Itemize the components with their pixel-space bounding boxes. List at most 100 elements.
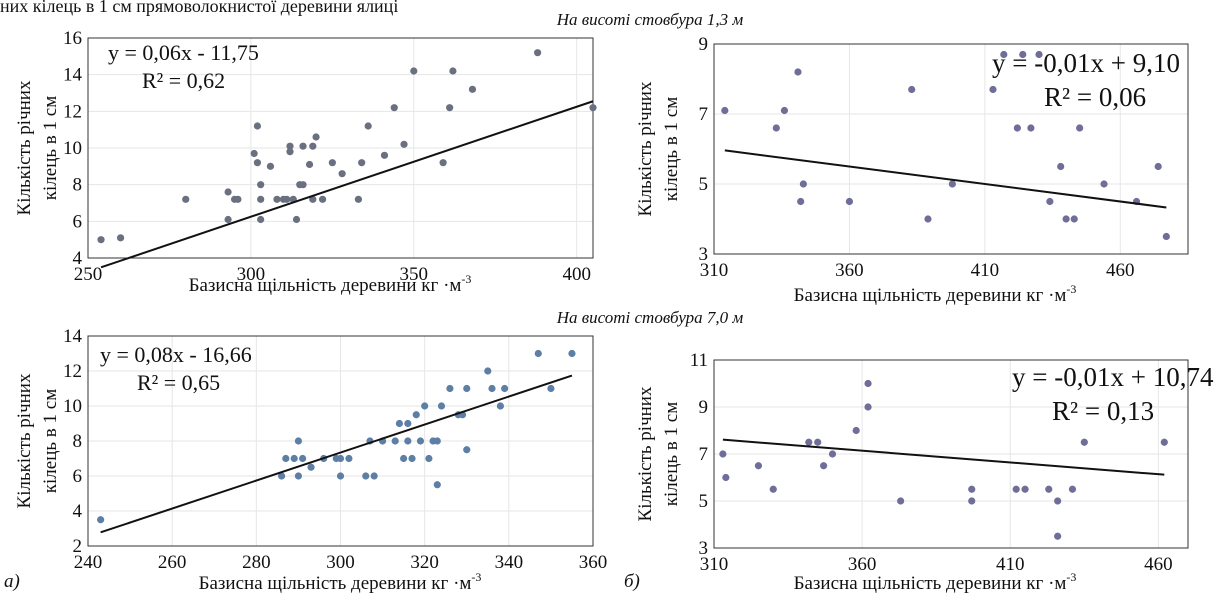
data-point <box>446 384 454 393</box>
data-point <box>336 454 345 463</box>
data-point <box>534 49 542 57</box>
data-point <box>273 195 281 203</box>
x-axis-label: Базисна щільність деревини кг ·м-3 <box>199 570 482 594</box>
data-point <box>463 384 471 393</box>
data-point <box>1000 50 1008 59</box>
data-point <box>257 195 265 203</box>
x-tick-label: 310 <box>700 554 729 575</box>
data-point <box>309 195 317 203</box>
data-point <box>468 85 477 93</box>
y-tick-label: 11 <box>690 350 708 371</box>
data-point <box>309 142 317 150</box>
data-point <box>294 472 303 480</box>
data-point <box>488 384 496 393</box>
top-caption-fragment: них кілець в 1 см прямоволокнистої дерев… <box>0 0 398 16</box>
data-point <box>299 181 307 189</box>
data-point <box>496 402 505 410</box>
data-point <box>283 195 291 203</box>
data-point <box>305 160 314 169</box>
data-point <box>362 472 370 480</box>
data-point <box>286 148 294 156</box>
x-tick-label: 360 <box>835 260 864 281</box>
data-point <box>501 384 509 393</box>
data-point <box>338 170 346 178</box>
x-tick-label: 250 <box>74 264 103 285</box>
data-point <box>805 438 813 446</box>
y-tick-label: 8 <box>73 175 83 196</box>
data-point <box>312 133 320 141</box>
data-point <box>425 454 433 463</box>
data-point <box>257 215 265 224</box>
data-point <box>282 454 290 463</box>
data-point <box>924 215 932 223</box>
x-tick-label: 350 <box>400 264 429 285</box>
data-point <box>1021 485 1029 493</box>
data-point <box>1080 438 1088 446</box>
data-point <box>1012 485 1020 493</box>
x-tick-label: 280 <box>242 552 271 573</box>
chart-panel-2: 310 360 410 460 3 5 7 9 y = -0,01x + 9,10 R² = 0,… <box>635 34 1189 306</box>
r-squared-label: R² = 0,65 <box>137 370 220 395</box>
data-point <box>299 142 307 150</box>
y-axis-label-line1: Кількість річних <box>635 386 656 521</box>
data-point <box>897 497 905 505</box>
data-point <box>328 159 336 167</box>
data-point <box>257 181 265 189</box>
x-axis-label: Базисна щільність деревини кг ·м-3 <box>794 282 1077 306</box>
y-axis-label-line1: Кількість річних <box>635 81 656 216</box>
data-point <box>410 67 418 75</box>
trend-line <box>724 149 1167 209</box>
subtitle-top: На висоті стовбура 1,3 м <box>556 10 744 29</box>
x-axis-label: Базисна щільність деревини кг ·м-3 <box>794 570 1077 594</box>
data-point <box>463 446 471 454</box>
x-axis-label: Базисна щільність деревини кг ·м-3 <box>189 272 472 296</box>
x-tick-label: 300 <box>326 552 355 573</box>
data-point <box>433 481 441 489</box>
regression-equation: y = 0,06x - 11,75 <box>108 40 259 65</box>
y-tick-label: 5 <box>699 491 709 512</box>
y-tick-label: 9 <box>699 34 709 55</box>
panel-letter-a: а) <box>4 571 20 592</box>
data-point <box>250 149 258 158</box>
x-tick-label: 410 <box>996 554 1025 575</box>
data-point <box>794 68 802 76</box>
regression-equation: y = -0,01x + 9,10 <box>992 48 1180 78</box>
data-point <box>345 454 353 463</box>
y-tick-label: 9 <box>699 397 709 418</box>
data-point <box>797 197 805 206</box>
y-axis-label-line2: кілець в 1 см <box>40 96 61 200</box>
plot-frame <box>713 43 1189 255</box>
data-point <box>769 485 777 493</box>
y-tick-label: 12 <box>63 101 82 122</box>
data-point <box>404 437 412 445</box>
trend-line <box>722 438 1165 476</box>
data-point <box>97 516 105 524</box>
x-tick-label: 240 <box>74 552 103 573</box>
data-point <box>968 485 976 493</box>
y-axis-label-line1: Кількість річних <box>14 373 35 508</box>
data-point <box>433 437 441 445</box>
data-point <box>358 159 366 167</box>
x-tick-label: 310 <box>700 260 729 281</box>
data-point <box>908 85 916 94</box>
data-point <box>292 215 301 224</box>
data-point <box>224 188 232 196</box>
data-point <box>722 473 730 482</box>
data-point <box>182 195 190 203</box>
plot-frame <box>87 335 594 547</box>
chart-panel-4: 310 360 410 460 3 5 7 9 11 y = -0,01x + 10,74 R² =… <box>635 350 1214 594</box>
plot-frame <box>713 359 1189 549</box>
data-point <box>97 236 105 244</box>
data-point <box>534 349 542 358</box>
data-point <box>253 159 262 167</box>
data-point <box>404 419 412 428</box>
r-squared-label: R² = 0,13 <box>1052 396 1154 426</box>
data-point <box>1054 497 1062 505</box>
data-point <box>1154 162 1162 171</box>
y-tick-label: 14 <box>63 65 83 86</box>
trend-line <box>100 100 594 269</box>
data-point <box>1162 232 1170 241</box>
data-point <box>277 472 286 480</box>
x-tick-label: 460 <box>1106 260 1135 281</box>
